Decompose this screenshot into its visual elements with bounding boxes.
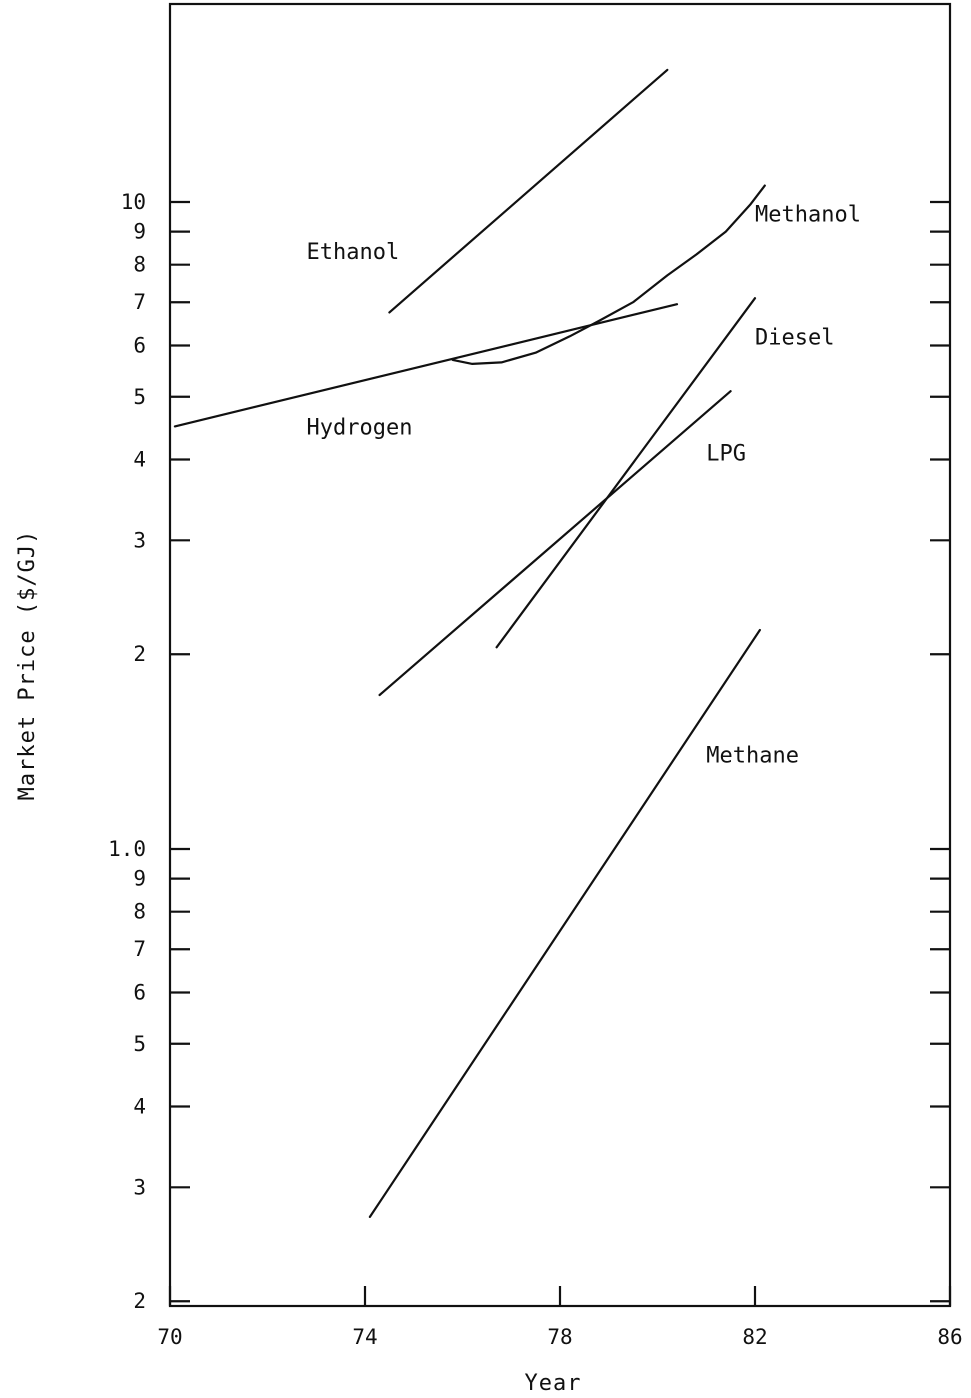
y-tick-label: 4 <box>133 447 146 471</box>
y-tick-label: 8 <box>133 253 146 277</box>
y-tick-label: 3 <box>133 528 146 552</box>
y-tick-label: 7 <box>133 290 146 314</box>
series-line-ethanol <box>388 68 669 314</box>
series-line-methanol <box>451 184 766 365</box>
y-tick-label: 5 <box>133 1032 146 1056</box>
series-label-lpg: LPG <box>706 442 746 467</box>
y-tick-label: 6 <box>133 981 146 1005</box>
x-tick-label: 82 <box>742 1325 767 1349</box>
series-label-ethanol: Ethanol <box>307 240 400 265</box>
y-tick-label: 9 <box>133 867 146 891</box>
x-tick-label: 74 <box>352 1325 377 1349</box>
y-tick-label: 10 <box>121 190 146 214</box>
y-tick-label: 1.0 <box>108 837 146 861</box>
series-label-methane: Methane <box>706 743 799 768</box>
series-line-methane <box>368 628 761 1218</box>
series-line-lpg <box>378 390 732 697</box>
x-tick-label: 78 <box>547 1325 572 1349</box>
series-lines <box>173 68 766 1218</box>
y-tick-label: 6 <box>133 334 146 358</box>
series-label-hydrogen: Hydrogen <box>307 415 413 440</box>
x-axis-title: Year <box>525 1371 582 1396</box>
series-line-diesel <box>495 297 757 649</box>
y-tick-label: 3 <box>133 1175 146 1199</box>
y-tick-label: 9 <box>133 220 146 244</box>
y-axis-title: Market Price ($/GJ) <box>15 530 40 801</box>
series-labels: Ethanol Methanol Hydrogen Diesel LPG Methane <box>307 202 861 768</box>
y-tick-label: 7 <box>133 937 146 961</box>
series-label-methanol: Methanol <box>755 202 861 227</box>
plot-frame <box>168 2 952 1308</box>
x-tick-label: 70 <box>157 1325 182 1349</box>
y-tick-label: 2 <box>133 1289 146 1313</box>
series-line-hydrogen <box>173 303 679 428</box>
series-label-diesel: Diesel <box>755 325 834 350</box>
x-tick-label: 86 <box>937 1325 962 1349</box>
axis-ticks <box>168 200 952 1306</box>
y-tick-label: 4 <box>133 1094 146 1118</box>
y-tick-label: 5 <box>133 385 146 409</box>
y-tick-label: 8 <box>133 900 146 924</box>
y-tick-label: 2 <box>133 642 146 666</box>
